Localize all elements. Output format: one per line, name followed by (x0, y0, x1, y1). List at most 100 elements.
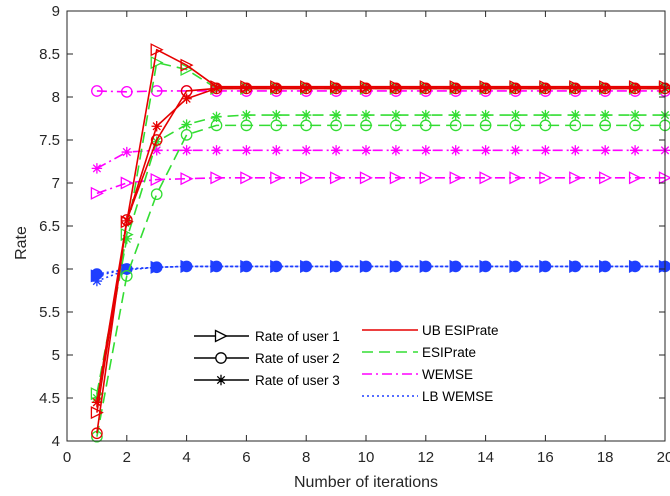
data-point-marker (91, 427, 103, 440)
x-tick-label: 16 (537, 449, 554, 466)
x-tick-label: 18 (597, 449, 614, 466)
data-point-marker (360, 261, 372, 272)
x-tick-label: 6 (242, 449, 250, 466)
data-point-marker (628, 171, 643, 185)
data-point-marker (91, 275, 103, 287)
x-tick-label: 12 (417, 449, 434, 466)
data-point-marker (419, 171, 433, 185)
data-point-marker (181, 145, 192, 156)
method-legend-entry: LB WEMSE (362, 389, 493, 404)
data-point-marker (301, 109, 312, 121)
data-point-marker (480, 145, 491, 156)
x-tick-label: 4 (182, 449, 190, 466)
data-point-marker (420, 83, 431, 94)
data-point-marker (390, 145, 402, 156)
y-tick-label: 9 (52, 3, 60, 20)
data-point-marker (480, 109, 491, 121)
data-point-marker (510, 145, 521, 156)
legend-marker-sample (215, 352, 227, 364)
user-legend-entry: Rate of user 1 (194, 329, 340, 344)
data-point-marker (241, 83, 252, 94)
data-point-marker (150, 43, 164, 57)
data-point-marker (301, 83, 312, 94)
user-legend-entry: Rate of user 3 (194, 373, 340, 388)
data-point-marker (121, 146, 132, 158)
data-point-marker (390, 109, 402, 121)
y-tick-label: 4 (52, 433, 60, 450)
series-line (96, 149, 665, 170)
legend-label: ESIPrate (422, 345, 476, 360)
data-point-marker (330, 261, 342, 272)
series-lb-wemse-rate-of-user-3 (91, 261, 670, 287)
data-point-marker (629, 261, 641, 272)
y-tick-label: 5 (52, 347, 60, 364)
user-legend: Rate of user 1 Rate of user 2 Rate of user… (194, 329, 340, 388)
data-point-marker (301, 145, 312, 156)
data-point-marker (600, 83, 611, 94)
data-point-marker (241, 145, 252, 156)
x-axis-label: Number of iterations (294, 474, 438, 491)
data-point-marker (570, 109, 581, 121)
method-legend-entry: WEMSE (362, 367, 473, 382)
y-axis-label: Rate (13, 226, 30, 260)
data-point-marker (91, 397, 103, 408)
y-tick-label: 7.5 (39, 132, 60, 149)
data-point-marker (329, 171, 344, 185)
data-point-marker (120, 85, 133, 98)
data-point-marker (120, 176, 134, 190)
data-point-marker (180, 58, 194, 72)
data-point-marker (150, 134, 163, 146)
series-wemse-rate-of-user-1 (90, 171, 670, 200)
data-point-marker (480, 261, 491, 272)
data-point-marker (270, 171, 284, 185)
legend-label: Rate of user 3 (255, 373, 340, 388)
data-point-marker (390, 83, 402, 94)
data-point-marker (211, 111, 222, 122)
data-point-marker (389, 171, 403, 185)
data-point-marker (539, 171, 553, 185)
data-point-marker (121, 264, 132, 276)
legend-label: UB ESIPrate (422, 323, 499, 338)
data-point-marker (479, 171, 493, 185)
x-tick-label: 2 (123, 449, 131, 466)
x-tick-label: 10 (358, 449, 375, 466)
data-point-marker (540, 145, 551, 156)
data-point-marker (540, 109, 551, 121)
method-legend: UB ESIPrate ESIPrate WEMSE LB WEMSE (362, 323, 499, 404)
data-point-marker (181, 261, 192, 272)
data-point-marker (629, 83, 641, 94)
y-tick-label: 6 (52, 261, 60, 278)
series-layer (90, 43, 670, 443)
data-point-marker (271, 109, 282, 121)
y-tick-label: 4.5 (39, 390, 60, 407)
data-point-marker (420, 261, 431, 272)
data-point-marker (271, 145, 282, 156)
data-point-marker (150, 188, 163, 201)
data-point-marker (540, 261, 551, 272)
data-point-marker (151, 262, 162, 273)
data-point-marker (91, 163, 103, 174)
data-point-marker (181, 119, 192, 130)
data-point-marker (301, 261, 312, 272)
data-point-marker (540, 83, 551, 94)
y-tick-label: 6.5 (39, 218, 60, 235)
data-point-marker (629, 109, 641, 121)
legend-label: LB WEMSE (422, 389, 493, 404)
data-point-marker (600, 109, 611, 121)
legend-marker-sample (214, 329, 228, 343)
data-point-marker (449, 171, 463, 185)
data-point-marker (599, 171, 613, 185)
y-tick-label: 7 (52, 175, 60, 192)
data-point-marker (181, 93, 192, 104)
data-point-marker (150, 173, 164, 187)
legend-label: Rate of user 2 (255, 351, 340, 366)
data-point-marker (510, 261, 521, 272)
data-point-marker (211, 83, 222, 94)
legend-label: Rate of user 1 (255, 329, 340, 344)
x-tick-label: 0 (63, 449, 71, 466)
data-point-marker (450, 145, 461, 156)
data-point-marker (600, 261, 611, 272)
data-point-marker (151, 121, 162, 132)
data-point-marker (151, 145, 162, 156)
